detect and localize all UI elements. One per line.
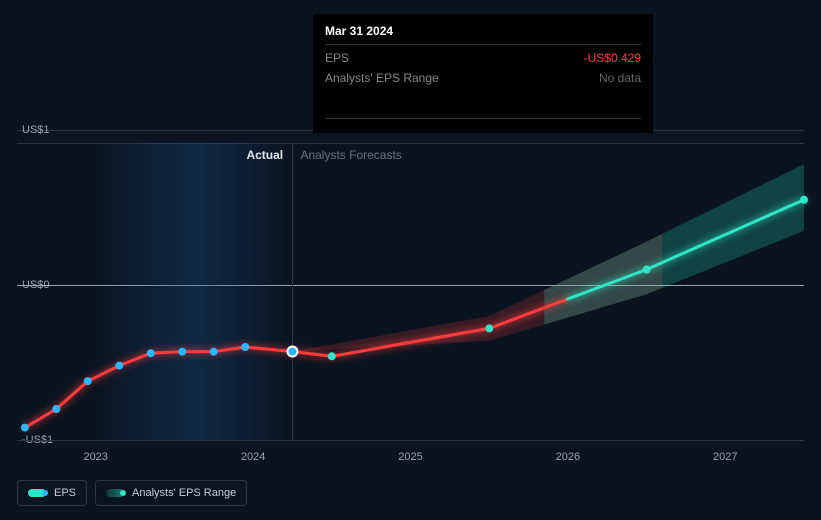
- chart-tooltip: Mar 31 2024 EPS -US$0.429 Analysts' EPS …: [313, 14, 653, 133]
- eps-chart: Mar 31 2024 EPS -US$0.429 Analysts' EPS …: [0, 0, 821, 520]
- tooltip-value: No data: [599, 71, 641, 85]
- legend-swatch: [28, 489, 46, 497]
- tooltip-label: EPS: [325, 51, 349, 65]
- x-tick-label: 2024: [241, 451, 265, 463]
- tooltip-divider: [325, 91, 641, 119]
- x-tick-label: 2026: [556, 451, 580, 463]
- tooltip-date: Mar 31 2024: [325, 24, 641, 45]
- tooltip-value: -US$0.429: [584, 51, 641, 65]
- x-tick-label: 2023: [83, 451, 107, 463]
- legend-item-range[interactable]: Analysts' EPS Range: [95, 480, 247, 506]
- legend-swatch: [106, 489, 124, 497]
- legend-label: Analysts' EPS Range: [132, 487, 236, 499]
- tooltip-row: Analysts' EPS Range No data: [325, 65, 641, 85]
- legend-item-eps[interactable]: EPS: [17, 480, 87, 506]
- legend-label: EPS: [54, 487, 76, 499]
- x-tick-label: 2025: [398, 451, 422, 463]
- x-tick-label: 2027: [713, 451, 737, 463]
- tooltip-row: EPS -US$0.429: [325, 45, 641, 65]
- legend: EPS Analysts' EPS Range: [17, 480, 247, 506]
- tooltip-label: Analysts' EPS Range: [325, 71, 439, 85]
